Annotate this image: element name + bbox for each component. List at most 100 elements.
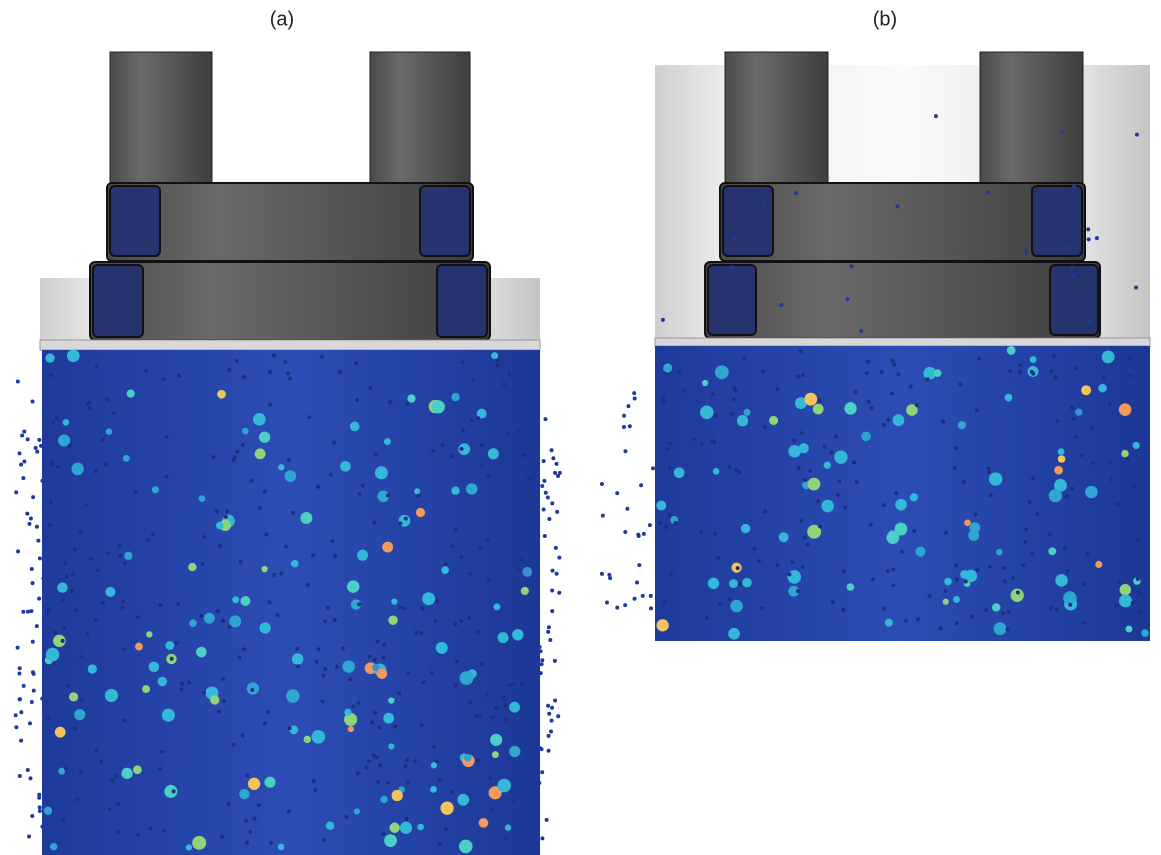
hole xyxy=(116,830,120,834)
particle xyxy=(844,402,856,414)
stray-particle xyxy=(550,501,554,505)
lower-block xyxy=(705,262,1100,338)
hole xyxy=(283,360,287,364)
particle xyxy=(1048,547,1056,555)
hole xyxy=(944,589,948,593)
stray-particle xyxy=(38,805,42,809)
hole xyxy=(955,621,959,625)
hole xyxy=(734,468,738,472)
stray-particle xyxy=(546,630,550,634)
particle xyxy=(199,495,206,502)
stray-particle xyxy=(546,496,550,500)
particle xyxy=(357,550,368,561)
hole xyxy=(776,563,780,567)
hole xyxy=(461,360,465,364)
hole xyxy=(95,748,99,752)
hole xyxy=(263,721,267,725)
hole xyxy=(1102,376,1106,380)
hole xyxy=(894,491,898,495)
hole xyxy=(393,724,397,728)
stray-particle xyxy=(557,556,561,560)
hole xyxy=(96,568,100,572)
pillar xyxy=(725,52,828,187)
particle xyxy=(992,603,1000,611)
hole xyxy=(158,767,162,771)
hole xyxy=(674,521,678,525)
hole xyxy=(752,547,756,551)
stray-particle xyxy=(39,444,43,448)
hole xyxy=(123,561,127,565)
hole xyxy=(763,510,767,514)
stray-particle xyxy=(934,114,938,118)
hole xyxy=(1129,374,1133,378)
hole xyxy=(239,560,243,564)
particle xyxy=(382,542,393,553)
stray-particle xyxy=(556,474,560,478)
hole xyxy=(803,478,807,482)
hole xyxy=(663,600,667,604)
hole xyxy=(245,841,249,845)
stray-particle xyxy=(14,490,18,494)
hole xyxy=(50,460,54,464)
hole xyxy=(842,569,846,573)
hole xyxy=(237,656,241,660)
hole xyxy=(133,490,137,494)
particle xyxy=(133,765,142,774)
particle xyxy=(834,450,847,463)
hole xyxy=(700,442,704,446)
stray-particle xyxy=(537,781,541,785)
hole xyxy=(799,519,803,523)
hole xyxy=(73,548,77,552)
particle xyxy=(715,365,729,379)
hole xyxy=(732,397,736,401)
particle xyxy=(407,394,415,402)
hole xyxy=(373,711,377,715)
hole xyxy=(386,781,390,785)
stray-particle xyxy=(661,318,665,322)
stray-particle xyxy=(1060,130,1064,134)
stray-particle xyxy=(555,462,559,466)
hole xyxy=(797,466,801,470)
end-cap xyxy=(1032,186,1082,256)
stray-particle xyxy=(536,469,540,473)
stray-particle xyxy=(41,577,45,581)
stray-particle xyxy=(549,729,553,733)
hole xyxy=(144,369,148,373)
pillar xyxy=(370,52,470,187)
hole xyxy=(435,759,439,763)
hole xyxy=(444,562,448,566)
hole xyxy=(460,555,464,559)
hole xyxy=(1068,603,1072,607)
particle xyxy=(943,599,949,605)
hole xyxy=(1115,502,1119,506)
particle xyxy=(808,478,821,491)
particle xyxy=(210,695,219,704)
hole xyxy=(172,789,176,793)
stray-particle xyxy=(30,700,34,704)
particle xyxy=(432,400,445,413)
hole xyxy=(244,819,248,823)
hole xyxy=(1003,579,1007,583)
hole xyxy=(736,566,740,570)
stray-particle xyxy=(26,610,30,614)
hole xyxy=(1053,375,1057,379)
particle xyxy=(910,493,918,501)
stray-particle xyxy=(543,534,547,538)
stray-particle xyxy=(31,399,35,403)
hole xyxy=(953,466,957,470)
hole xyxy=(406,671,410,675)
stray-particle xyxy=(547,625,551,629)
hole xyxy=(228,625,232,629)
hole xyxy=(291,511,295,515)
hole xyxy=(241,443,245,447)
stray-particle xyxy=(21,610,25,614)
stray-particle xyxy=(762,201,766,205)
particle xyxy=(459,840,473,854)
end-cap xyxy=(420,186,470,256)
hole xyxy=(317,647,321,651)
stray-particle xyxy=(542,459,546,463)
hole xyxy=(136,833,140,837)
stray-particle xyxy=(556,714,560,718)
hole xyxy=(85,503,89,507)
hole xyxy=(276,613,280,617)
